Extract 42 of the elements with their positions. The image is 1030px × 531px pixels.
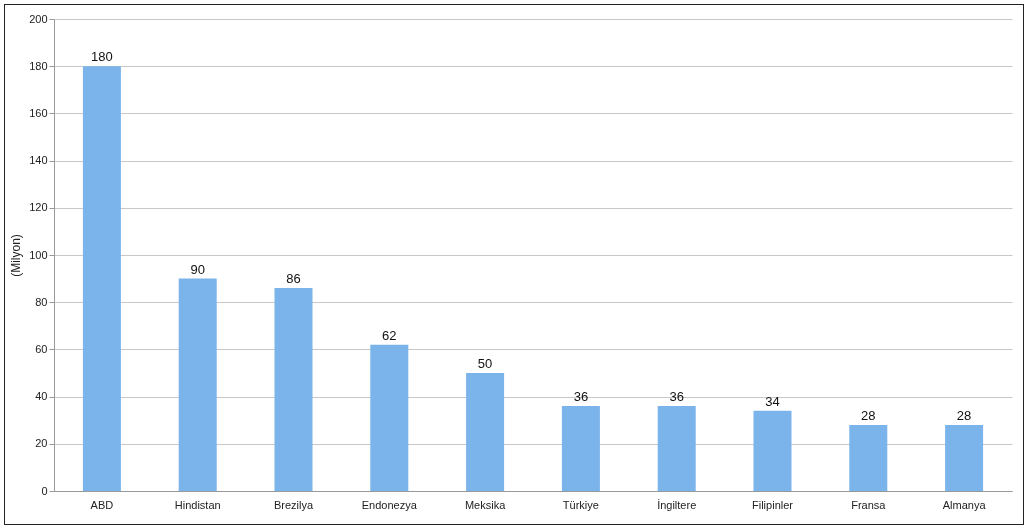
- y-tick-label: 140: [29, 154, 48, 167]
- y-tick-label: 180: [29, 59, 48, 72]
- x-tick-label: Türkiye: [562, 498, 599, 511]
- y-tick-label: 20: [35, 437, 48, 450]
- y-axis-title: (Milyon): [9, 234, 24, 277]
- x-tick-label: Meksika: [464, 498, 507, 511]
- x-tick-label: Endonezya: [361, 498, 418, 511]
- y-tick-label: 100: [29, 248, 48, 261]
- bar: [370, 344, 409, 491]
- y-tick-label: 60: [35, 342, 48, 355]
- bar: [945, 424, 984, 491]
- data-label: 180: [91, 49, 113, 65]
- bar: [753, 410, 792, 491]
- x-tick-label: Filipinler: [752, 498, 794, 511]
- data-label: 90: [190, 261, 205, 277]
- bar: [178, 278, 217, 491]
- x-tick-label: Hindistan: [174, 498, 221, 511]
- y-tick-label: 120: [29, 201, 48, 214]
- data-label: 28: [861, 407, 876, 423]
- x-tick-label: İngiltere: [657, 498, 697, 511]
- x-tick-label: Almanya: [942, 498, 987, 511]
- x-tick-label: Brezilya: [273, 498, 314, 511]
- x-tick-label: ABD: [90, 498, 114, 511]
- y-tick-label: 80: [35, 295, 48, 308]
- data-label: 28: [956, 407, 972, 423]
- data-label: 36: [573, 389, 589, 405]
- bar: [274, 288, 313, 491]
- bar: [466, 373, 505, 491]
- bar: [849, 424, 888, 491]
- y-tick-label: 200: [29, 12, 48, 25]
- x-tick-label: Fransa: [851, 498, 887, 511]
- data-label: 62: [382, 327, 397, 343]
- bar: [82, 66, 121, 491]
- data-label: 86: [286, 271, 301, 287]
- bar: [561, 406, 600, 491]
- data-label: 36: [669, 389, 684, 405]
- bar: [657, 406, 696, 491]
- y-tick-label: 0: [41, 484, 48, 497]
- data-label: 34: [765, 393, 780, 409]
- y-tick-label: 40: [35, 390, 48, 403]
- y-tick-label: 160: [29, 106, 48, 119]
- data-label: 50: [477, 356, 493, 371]
